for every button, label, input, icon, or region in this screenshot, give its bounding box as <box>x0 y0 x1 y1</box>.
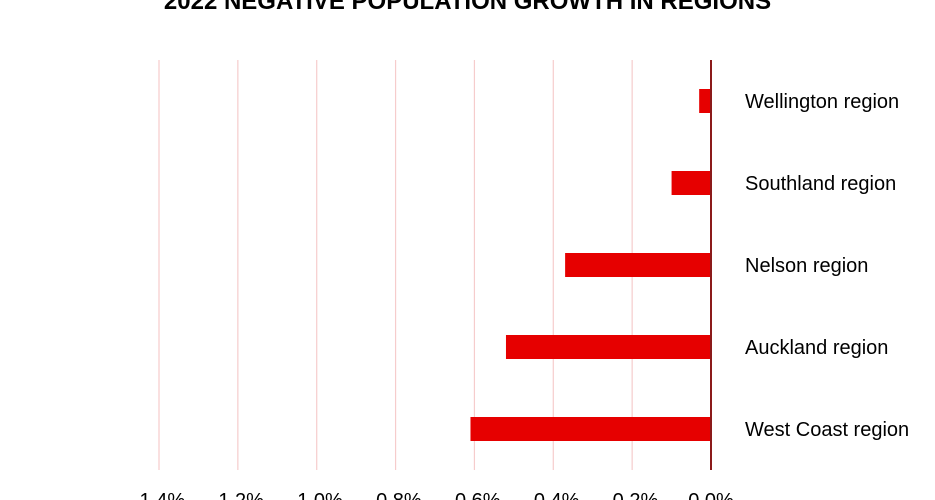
category-label: West Coast region <box>745 419 909 441</box>
bar <box>470 417 711 441</box>
chart-title: 2022 NEGATIVE POPULATION GROWTH IN REGIO… <box>163 0 772 15</box>
bar <box>565 253 711 277</box>
gridlines <box>158 60 633 470</box>
category-label: Southland region <box>745 173 896 195</box>
bars <box>470 89 711 441</box>
bar <box>505 335 711 359</box>
x-tick-label: -1.0% <box>291 490 343 500</box>
x-tick-label: -0.4% <box>527 490 579 500</box>
category-label: Wellington region <box>745 91 899 113</box>
category-label: Auckland region <box>745 337 888 359</box>
x-tick-label: -0.2% <box>606 490 658 500</box>
category-labels: Wellington region Southland region Nelson … <box>745 91 909 441</box>
x-tick-labels: -1.4% -1.2% -1.0% -0.8% -0.6% -0.4% -0.2% 0.0% <box>133 490 734 500</box>
x-tick-label: 0.0% <box>688 490 734 500</box>
x-tick-label: -0.8% <box>369 490 421 500</box>
x-tick-label: -1.4% <box>133 490 185 500</box>
x-tick-label: -1.2% <box>212 490 264 500</box>
category-label: Nelson region <box>745 255 868 277</box>
bar <box>699 89 711 113</box>
x-tick-label: -0.6% <box>448 490 500 500</box>
bar <box>671 171 711 195</box>
